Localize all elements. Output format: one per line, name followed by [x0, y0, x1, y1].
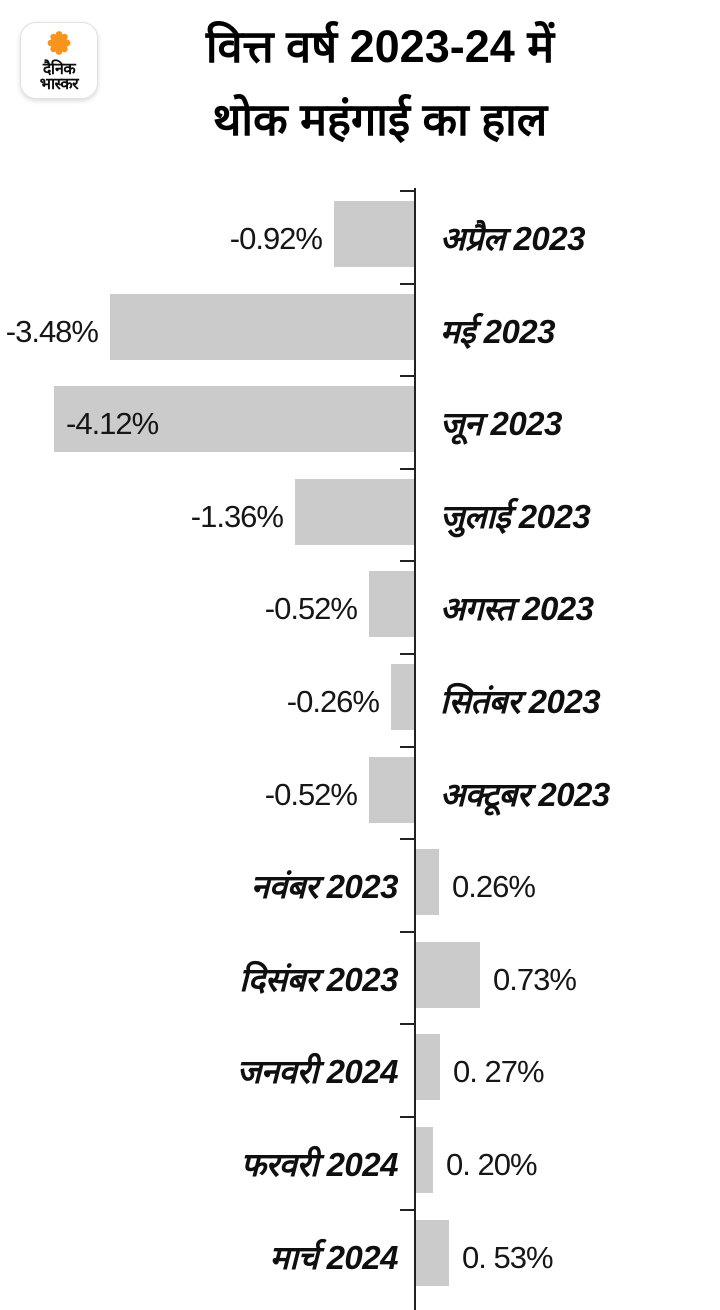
bar-month-label: जनवरी 2024 [236, 1053, 399, 1090]
bar-value-label: -0.92% [229, 221, 323, 256]
bar-value-label: -0.52% [264, 777, 358, 812]
axis-tick [400, 931, 414, 933]
bar-month-label: मई 2023 [440, 313, 556, 350]
bar-month-label: अगस्त 2023 [440, 590, 594, 627]
bar [369, 757, 414, 823]
bar [416, 1127, 433, 1193]
axis-tick [400, 468, 414, 470]
bar-month-label: जून 2023 [440, 405, 562, 442]
axis-tick [400, 375, 414, 377]
bar-month-label: मार्च 2024 [269, 1239, 399, 1276]
logo-dainik-bhaskar: दैनिक भास्कर [20, 22, 98, 99]
bar-value-label: -0.52% [264, 591, 358, 626]
bar-value-label: -1.36% [190, 499, 284, 534]
bar [416, 1220, 449, 1286]
axis-tick [400, 1023, 414, 1025]
bar-value-label: 0.26% [452, 869, 536, 904]
bar [54, 386, 414, 452]
chart-title: वित्त वर्ष 2023-24 में थोक महंगाई का हाल [120, 10, 640, 156]
axis-tick [400, 1209, 414, 1211]
axis-tick [400, 838, 414, 840]
axis-line [414, 188, 416, 1310]
axis-tick [400, 746, 414, 748]
axis-tick [400, 1116, 414, 1118]
bar-month-label: दिसंबर 2023 [239, 961, 398, 998]
bar [416, 1034, 440, 1100]
logo-text-line1: दैनिक [42, 61, 76, 78]
bar [416, 849, 439, 915]
bar-month-label: सितंबर 2023 [440, 683, 601, 720]
bar-value-label: -4.12% [66, 406, 159, 441]
bar [369, 571, 414, 637]
bar-month-label: अक्टूबर 2023 [440, 776, 610, 813]
bar-month-label: फरवरी 2024 [240, 1146, 399, 1183]
bar [416, 942, 480, 1008]
axis-tick [400, 560, 414, 562]
bar [391, 664, 414, 730]
bar-month-label: जुलाई 2023 [440, 498, 591, 535]
bar-value-label: 0. 20% [446, 1147, 538, 1182]
bar [110, 294, 414, 360]
bar-month-label: अप्रैल 2023 [440, 220, 585, 257]
bar-value-label: 0. 53% [462, 1240, 554, 1275]
axis-tick [400, 653, 414, 655]
chart-title-line2: थोक महंगाई का हाल [212, 94, 548, 145]
axis-tick [400, 283, 414, 285]
bar-value-label: -3.48% [5, 314, 99, 349]
axis-tick [400, 190, 414, 192]
bar-value-label: 0. 27% [453, 1054, 545, 1089]
bar [295, 479, 414, 545]
bar [334, 201, 414, 267]
bar-month-label: नवंबर 2023 [250, 868, 399, 905]
logo-text-line2: भास्कर [39, 76, 79, 93]
bar-value-label: 0.73% [493, 962, 577, 997]
sun-icon [47, 31, 71, 55]
bar-value-label: -0.26% [286, 684, 380, 719]
chart-title-line1: वित्त वर्ष 2023-24 में [205, 21, 555, 72]
